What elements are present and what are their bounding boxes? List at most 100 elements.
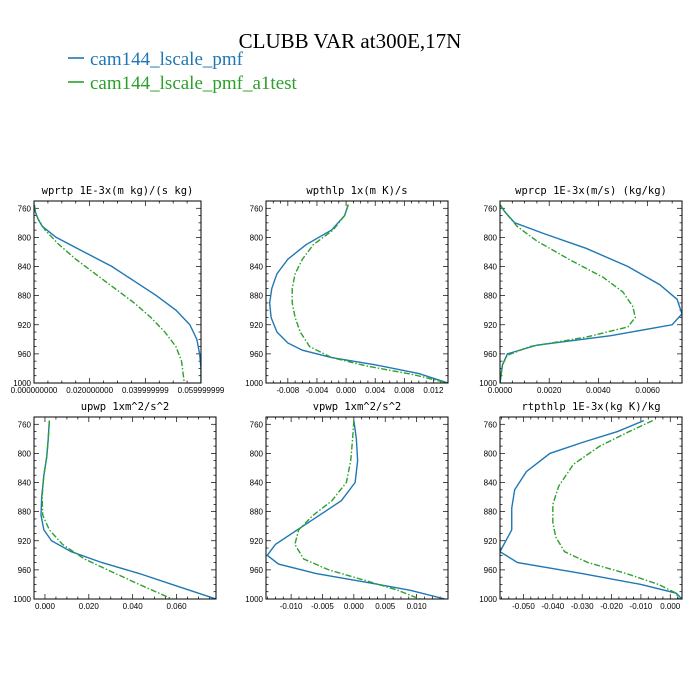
panel-5: vpwp 1xm^2/s^2 760 800 840 880 920 960 1000 -0.0…	[245, 401, 449, 611]
x-tick-label: -0.020	[600, 602, 623, 611]
y-tick-label: 920	[484, 537, 498, 546]
plot-frame	[499, 416, 683, 600]
y-tick-label: 880	[250, 292, 264, 301]
x-tick-label: 0.0040	[586, 386, 611, 395]
y-tick-label: 1000	[479, 595, 497, 604]
series-line-2	[294, 420, 421, 599]
figure-title: CLUBB VAR at300E,17N	[239, 29, 462, 53]
series-line-2	[34, 204, 185, 383]
x-tick-label: -0.030	[571, 602, 594, 611]
y-tick-label: 1000	[245, 379, 263, 388]
panel-title: wprtp 1E-3x(m kg)/(s kg)	[42, 185, 194, 197]
x-tick-label: 0.039999999	[122, 386, 169, 395]
plot-frame	[33, 416, 217, 600]
y-tick-label: 920	[18, 321, 32, 330]
y-tick-label: 840	[250, 263, 264, 272]
y-tick-label: 840	[18, 263, 32, 272]
x-tick-label: 0.060	[167, 602, 188, 611]
x-tick-label: -0.040	[541, 602, 564, 611]
y-tick-label: 800	[18, 449, 32, 458]
series-line-1	[34, 204, 201, 383]
y-tick-label: 760	[484, 204, 498, 213]
x-tick-label: -0.005	[311, 602, 334, 611]
y-tick-label: 960	[484, 350, 498, 359]
y-tick-label: 1000	[13, 595, 31, 604]
legend-label-1: cam144_lscale_pmf	[90, 49, 244, 70]
y-tick-label: 960	[250, 566, 264, 575]
y-tick-label: 840	[250, 479, 264, 488]
x-tick-label: 0.000	[336, 386, 357, 395]
y-tick-label: 1000	[13, 379, 31, 388]
series-line-2	[500, 204, 637, 383]
panel-title: vpwp 1xm^2/s^2	[313, 401, 402, 413]
x-tick-label: 0.0000	[488, 386, 513, 395]
y-tick-label: 960	[18, 566, 32, 575]
y-tick-label: 880	[18, 508, 32, 517]
panel-title: wpthlp 1x(m K)/s	[306, 185, 407, 197]
x-tick-label: 0.040	[123, 602, 144, 611]
y-tick-label: 920	[18, 537, 32, 546]
panel-title: rtpthlp 1E-3x(kg K)/kg	[521, 401, 660, 413]
y-tick-label: 1000	[245, 595, 263, 604]
y-tick-label: 800	[18, 233, 32, 242]
y-tick-label: 800	[484, 449, 498, 458]
y-tick-label: 840	[484, 479, 498, 488]
series-line-1	[40, 420, 216, 599]
y-tick-label: 760	[18, 420, 32, 429]
y-tick-label: 880	[484, 292, 498, 301]
y-tick-label: 840	[18, 479, 32, 488]
series-line-1	[266, 420, 446, 599]
y-tick-label: 880	[18, 292, 32, 301]
x-tick-label: 0.020000000	[66, 386, 113, 395]
plot-frame	[265, 416, 449, 600]
y-tick-label: 920	[484, 321, 498, 330]
x-tick-label: 0.000000000	[11, 386, 58, 395]
x-tick-label: -0.010	[280, 602, 303, 611]
y-tick-label: 880	[250, 508, 264, 517]
panel-2: wpthlp 1x(m K)/s 760 800 840 880 920 960 1000 -0…	[245, 185, 449, 395]
x-tick-label: -0.008	[276, 386, 299, 395]
y-tick-label: 880	[484, 508, 498, 517]
y-tick-label: 760	[250, 204, 264, 213]
series-line-1	[268, 204, 448, 383]
y-tick-label: 800	[250, 449, 264, 458]
series-line-1	[500, 419, 682, 599]
x-tick-label: 0.008	[394, 386, 415, 395]
series-line-2	[552, 420, 680, 599]
x-tick-label: 0.004	[365, 386, 386, 395]
x-tick-label: 0.012	[423, 386, 444, 395]
y-tick-label: 920	[250, 537, 264, 546]
x-tick-label: -0.004	[306, 386, 329, 395]
y-tick-label: 840	[484, 263, 498, 272]
panel-title: wprcp 1E-3x(m/s) (kg/kg)	[515, 185, 667, 197]
x-tick-label: 0.000	[660, 602, 681, 611]
panels: wprtp 1E-3x(m kg)/(s kg) 760 800 840 880 920 9…	[11, 185, 683, 611]
x-tick-label: 0.000	[35, 602, 56, 611]
legend-label-2: cam144_lscale_pmf_a1test	[90, 73, 298, 94]
x-tick-label: 0.0020	[537, 386, 562, 395]
panel-6: rtpthlp 1E-3x(kg K)/kg 760 800 840 880 920 960…	[479, 401, 683, 611]
y-tick-label: 760	[484, 420, 498, 429]
x-tick-label: -0.010	[630, 602, 653, 611]
y-tick-label: 960	[18, 350, 32, 359]
y-tick-label: 1000	[479, 379, 497, 388]
x-tick-label: 0.059999999	[178, 386, 225, 395]
x-tick-label: 0.000	[344, 602, 365, 611]
x-tick-label: -0.050	[512, 602, 535, 611]
series-line-2	[291, 204, 448, 383]
legend: cam144_lscale_pmf cam144_lscale_pmf_a1te…	[68, 49, 298, 94]
x-tick-label: 0.010	[407, 602, 428, 611]
x-tick-label: 0.020	[79, 602, 100, 611]
series-line-2	[41, 420, 173, 599]
plot-frame	[33, 200, 202, 384]
panel-4: upwp 1xm^2/s^2 760 800 840 880 920 960 1000 0.00…	[13, 401, 217, 611]
y-tick-label: 920	[250, 321, 264, 330]
panel-3: wprcp 1E-3x(m/s) (kg/kg) 760 800 840 880 920 9…	[479, 185, 683, 395]
y-tick-label: 800	[484, 233, 498, 242]
y-tick-label: 800	[250, 233, 264, 242]
series-line-1	[500, 204, 682, 383]
plot-frame	[265, 200, 449, 384]
y-tick-label: 960	[250, 350, 264, 359]
x-tick-label: 0.005	[375, 602, 396, 611]
